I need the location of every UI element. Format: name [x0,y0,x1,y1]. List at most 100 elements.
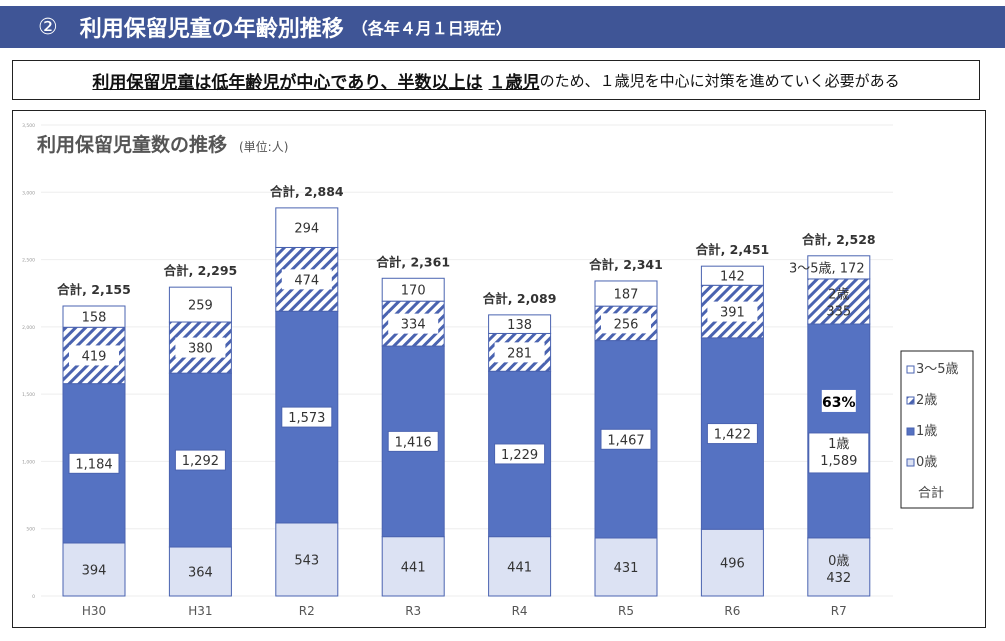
stacked-bar-chart: 利用保留児童数の推移 (単位:人) 0 500 1,000 1,500 2,000 2,5… [22,123,974,618]
data-label-box [387,430,439,452]
summary-emphasis-1yr: １歳児 [488,72,540,93]
bar-segment-3～5歳 [700,265,764,286]
total-label: 合計, 2,341 [589,257,663,272]
total-label: 合計, 2,361 [376,254,450,269]
bar-segment-3～5歳 [807,255,871,280]
x-tick-label: R4 [512,604,528,618]
data-label-box [494,342,545,363]
data-label: 543 [294,553,319,568]
x-tick-label: H31 [188,604,212,618]
data-label: 391 [720,306,745,321]
data-label-box [707,301,758,322]
data-label-box [706,423,758,445]
bar-segment-0歳 [700,528,764,597]
section-title: 利用保留児童の年齢別推移 [79,17,344,42]
summary-box: 利用保留児童は低年齢児が中心であり、半数以上は １歳児 のため、１歳児を中心に対… [12,60,980,100]
bar-segment-3～5歳 [62,305,126,328]
legend-swatch [906,427,915,436]
data-label: 380 [188,342,213,357]
y-tick-label: 1,500 [22,392,35,398]
section-number: ② [38,14,58,40]
legend-swatch [906,396,915,405]
data-label: 335 [826,304,851,319]
data-label-name: 2歳 [828,287,849,302]
data-label: 256 [614,317,639,332]
legend-label: 2歳 [916,393,937,408]
data-label: 394 [82,563,107,578]
data-label: 138 [507,318,532,333]
data-label: 364 [188,566,213,581]
data-label: 1,467 [607,433,644,448]
legend-swatch [906,458,915,467]
data-label-box [494,443,546,465]
x-tick-label: H30 [82,604,106,618]
y-tick-label: 500 [26,527,35,533]
bar-segment-0歳 [62,542,126,597]
section-subtitle: （各年４月１日現在） [351,19,512,38]
data-label: 1,422 [714,428,751,443]
chart-container: 利用保留児童数の推移 (単位:人) 0 500 1,000 1,500 2,000 2,5… [12,110,986,628]
chart-title: 利用保留児童数の推移 [37,133,227,156]
data-label: 281 [507,346,532,361]
bar-segment-0歳 [381,536,445,597]
x-tick-label: R5 [618,604,634,618]
data-label: 1,292 [182,454,219,469]
data-label-name: 1歳 [828,437,849,452]
y-tick-label: 2,000 [22,325,35,331]
legend [900,350,974,509]
data-label: 3～5歳, 172 [789,261,865,276]
bar-segment-1歳 [807,323,871,539]
data-label-box [281,406,333,428]
y-tick-label: 2,500 [22,258,35,264]
bar-segment-0歳 [488,536,552,597]
percent-annotation: 63% [822,395,856,411]
data-label: 1,573 [288,411,325,426]
y-tick-label: 0 [32,594,35,600]
data-label-box [175,337,226,358]
data-label: 187 [614,288,639,303]
total-label: 合計, 2,295 [164,263,238,278]
data-label: 1,416 [395,435,432,450]
bar-segment-0歳 [275,522,339,597]
data-label: 170 [401,284,426,299]
bar-segment-3～5歳 [488,314,552,334]
data-label: 441 [507,560,532,575]
x-tick-label: R3 [405,604,421,618]
bar-segment-0歳 [807,537,871,597]
bar-segment-3～5歳 [381,277,445,302]
data-label: 432 [826,571,851,586]
section-header: ② 利用保留児童の年齢別推移 （各年４月１日現在） [0,6,1005,48]
annotation-box [821,389,856,412]
data-label: 419 [82,349,107,364]
legend-label: 3～5歳 [916,362,959,377]
data-label: 142 [720,270,745,285]
total-label: 合計, 2,451 [696,242,770,257]
data-label-box [281,269,332,290]
legend-swatch [906,365,915,374]
total-label: 合計, 2,089 [483,291,557,306]
x-tick-label: R7 [831,604,847,618]
data-label-name: 0歳 [828,554,849,569]
legend-label: 合計 [918,485,944,501]
data-label: 259 [188,299,213,314]
summary-rest: のため、１歳児を中心に対策を進めていく必要がある [539,71,900,90]
data-label: 334 [401,318,426,333]
bar-segment-3～5歳 [275,207,339,248]
data-label-box [68,452,120,474]
y-tick-label: 3,500 [22,123,35,129]
data-label-box [600,428,652,450]
chart-unit: (単位:人) [239,139,288,154]
bar-segment-3～5歳 [168,286,232,323]
total-label: 合計, 2,884 [270,184,344,199]
y-tick-label: 3,000 [22,190,35,196]
bar-segment-3～5歳 [594,280,658,307]
data-label-box [174,449,226,471]
data-label: 1,184 [75,457,112,472]
data-label-box [601,313,651,334]
x-tick-label: R6 [724,604,740,618]
data-label: 496 [720,557,745,572]
data-label-box [808,432,870,474]
data-label: 474 [294,273,319,288]
data-label: 441 [401,560,426,575]
total-label: 合計, 2,155 [57,282,131,297]
